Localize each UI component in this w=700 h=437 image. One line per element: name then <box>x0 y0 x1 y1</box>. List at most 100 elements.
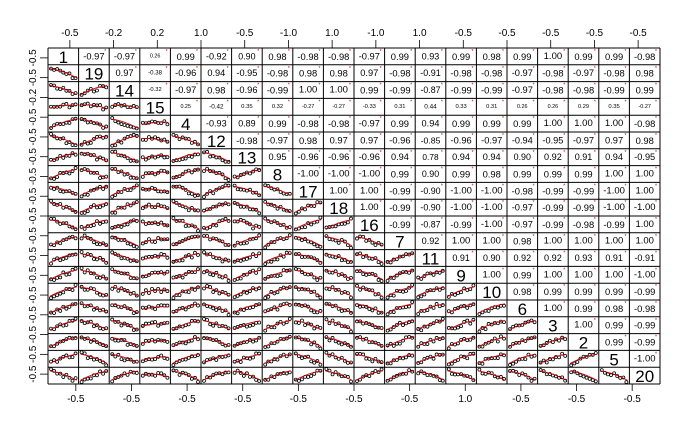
scatter-point <box>153 240 158 244</box>
smooth-line <box>233 320 261 330</box>
smooth-line <box>49 353 77 364</box>
correlation-label: -0.97 <box>114 51 135 61</box>
scatter-point <box>119 256 124 261</box>
scatter-point <box>327 321 332 326</box>
scatter-point <box>364 272 369 277</box>
scatter-point <box>241 323 246 327</box>
correlation-label: -1.00 <box>297 169 319 180</box>
significance-mark: * <box>655 183 657 189</box>
scatter-point <box>226 178 231 182</box>
significance-mark: * <box>533 217 535 223</box>
significance-mark: * <box>471 150 473 156</box>
scatter-point <box>346 220 350 225</box>
scatter-point <box>82 210 87 215</box>
correlation-label: 1.00 <box>635 169 654 180</box>
axis-tick-label: -0.5 <box>28 326 39 344</box>
smooth-line <box>202 185 230 196</box>
scatter-point <box>293 211 298 216</box>
axis-tick-label: -0.5 <box>498 28 516 39</box>
scatter-point <box>92 89 96 94</box>
scatter-point <box>416 371 421 376</box>
significance-mark: * <box>165 49 167 55</box>
smooth-line <box>202 152 230 163</box>
significance-mark: * <box>441 200 443 206</box>
significance-mark: * <box>533 49 535 55</box>
scatter-point <box>92 257 96 261</box>
scatter-point <box>73 227 78 232</box>
scatter-point <box>468 321 473 326</box>
smooth-line <box>325 219 353 230</box>
correlation-label: 1.00 <box>544 236 563 247</box>
correlation-label: 0.94 <box>483 152 501 162</box>
scatter-point <box>238 187 243 192</box>
scatter-point <box>238 258 243 263</box>
significance-mark: * <box>441 133 443 139</box>
significance-mark: * <box>502 167 504 173</box>
significance-mark: * <box>410 200 412 206</box>
scatter-point <box>361 255 366 260</box>
scatter-point <box>437 378 442 382</box>
scatter-point <box>226 353 231 358</box>
significance-mark: * <box>441 66 443 72</box>
correlation-label: 0.44 <box>424 103 437 110</box>
significance-mark: * <box>594 116 596 122</box>
scatter-point <box>416 327 421 331</box>
scatter-point <box>113 149 118 154</box>
correlation-label: -0.98 <box>297 51 318 62</box>
smooth-line <box>49 84 77 95</box>
significance-mark: * <box>594 234 596 240</box>
smooth-line <box>141 323 169 327</box>
axis-tick-label: -0.5 <box>28 227 39 245</box>
scatter-point <box>440 316 445 321</box>
significance-mark: * <box>196 83 198 89</box>
scatter-point <box>275 357 280 362</box>
scatter-point <box>134 219 139 223</box>
correlation-label: 0.26 <box>548 104 559 110</box>
smooth-line <box>141 356 169 361</box>
scatter-point <box>95 242 99 246</box>
correlation-label: -0.99 <box>573 185 594 196</box>
scatter-point <box>92 357 96 362</box>
scatter-point <box>287 334 292 339</box>
scatter-point <box>49 126 53 130</box>
scatter-point <box>98 205 102 210</box>
scatter-point <box>263 276 268 281</box>
smooth-line <box>478 370 506 381</box>
scatter-point <box>104 344 109 349</box>
scatter-point <box>88 339 93 344</box>
scatter-point <box>92 324 96 329</box>
significance-mark: * <box>165 66 167 72</box>
scatter-point <box>104 363 109 368</box>
scatter-point <box>82 287 87 292</box>
correlation-label: -0.33 <box>363 104 376 110</box>
axis-tick-label: -0.5 <box>28 365 39 383</box>
smooth-line <box>49 336 77 348</box>
axis-tick-label: 1.0 <box>325 28 339 39</box>
smooth-line <box>202 202 230 213</box>
scatter-point <box>587 376 592 381</box>
scatter-point <box>254 236 259 241</box>
correlation-label: 0.99 <box>452 169 470 180</box>
scatter-point <box>165 289 170 293</box>
scatter-point <box>477 367 482 372</box>
axis-tick-label: -0.5 <box>624 394 642 405</box>
scatter-point <box>162 119 167 124</box>
scatter-point <box>88 140 93 145</box>
correlation-label: 0.26 <box>150 53 161 59</box>
scatter-point <box>64 255 69 260</box>
significance-mark: * <box>349 183 351 189</box>
significance-mark: * <box>655 217 657 223</box>
smooth-line <box>263 286 291 297</box>
scatter-point <box>248 207 252 212</box>
correlation-label: 1.00 <box>574 118 593 129</box>
scatter-point <box>189 154 194 159</box>
significance-mark: * <box>624 267 626 273</box>
scatter-point <box>410 282 415 287</box>
significance-mark: * <box>380 66 382 72</box>
smooth-line <box>49 219 77 230</box>
scatter-point <box>431 356 436 361</box>
scatter-point <box>287 302 292 307</box>
scatter-point <box>272 325 277 330</box>
correlation-label: -0.98 <box>634 118 655 129</box>
scatter-point <box>134 105 139 110</box>
